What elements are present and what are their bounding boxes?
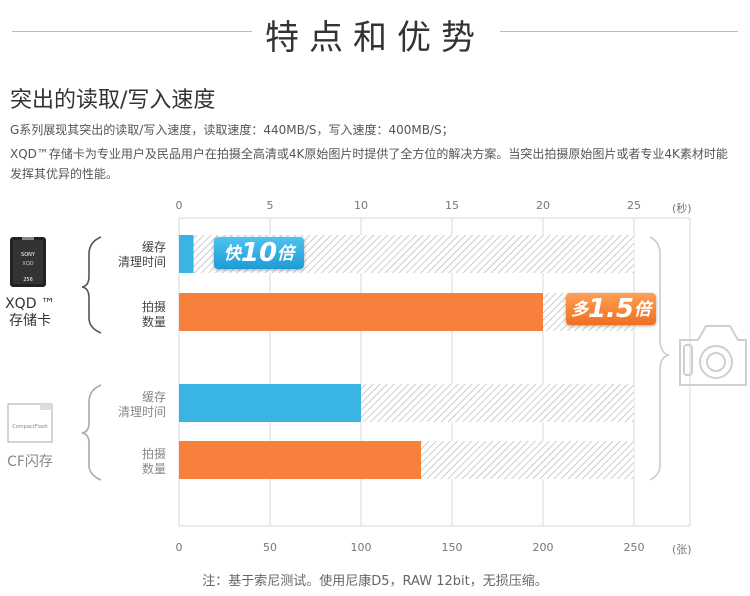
bar-0-1 xyxy=(179,293,543,331)
row-label-cf-shots-l2: 数量 xyxy=(141,462,166,476)
cf-group-label: CF闪存 xyxy=(7,454,53,470)
camera-icon xyxy=(679,325,747,386)
xqd-card-brand: SONY xyxy=(21,252,36,258)
top_axis-tick: 25 xyxy=(627,199,641,212)
top_axis-tick: 5 xyxy=(266,199,274,212)
top_axis-tick: 20 xyxy=(536,199,550,212)
footnote: 注：基于索尼测试。使用尼康D5，RAW 12bit，无损压缩。 xyxy=(202,574,548,589)
row-label-xqd-cache-l1: 缓存 xyxy=(141,240,166,254)
bottom_axis-tick: 0 xyxy=(175,541,183,554)
bottom_axis-tick: 250 xyxy=(623,541,645,554)
section-desc-line2: XQD™存储卡为专业用户及民品用户在拍摄全高清或4K原始图片时提供了全方位的解决… xyxy=(10,147,728,161)
badge-more: 多 1.5 倍 xyxy=(566,293,656,325)
page-title: 特点和优势 xyxy=(265,18,485,58)
cf-card-text: CompactFlash xyxy=(12,424,47,430)
xqd-card-icon: SONY XQD 256 xyxy=(10,237,46,287)
row-label-cf-cache-l1: 缓存 xyxy=(141,390,166,404)
badge-faster-post: 倍 xyxy=(277,244,295,264)
badge-more-value: 1.5 xyxy=(587,294,635,324)
row-label-cf-shots-l1: 拍摄 xyxy=(141,447,166,461)
top-axis-unit: (秒) xyxy=(672,202,692,215)
row-label-xqd-cache-l2: 清理时间 xyxy=(117,255,166,269)
xqd-bracket xyxy=(81,236,102,334)
row-label-cf-shots: 拍摄 数量 xyxy=(106,447,166,477)
badge-faster-value: 10 xyxy=(240,238,278,268)
row-label-xqd-shots-l1: 拍摄 xyxy=(141,300,166,314)
xqd-card-series: XQD xyxy=(22,261,33,267)
top_axis-tick: 10 xyxy=(354,199,368,212)
row-label-xqd-shots: 拍摄 数量 xyxy=(106,300,166,330)
bar-1-1 xyxy=(179,441,422,479)
camera-bracket xyxy=(649,236,671,481)
header-line-right xyxy=(500,31,738,32)
badge-faster-pre: 快 xyxy=(223,244,241,264)
badge-faster: 快 10 倍 xyxy=(214,237,304,269)
row-label-xqd-shots-l2: 数量 xyxy=(141,315,166,329)
bottom_axis-tick: 100 xyxy=(350,541,372,554)
xqd-card-capacity: 256 xyxy=(23,277,33,283)
badge-more-pre: 多 xyxy=(570,300,588,320)
bottom_axis-tick: 150 xyxy=(441,541,463,554)
bottom-axis-unit: (张) xyxy=(672,543,692,556)
top_axis-tick: 15 xyxy=(445,199,459,212)
section-title: 突出的读取/写入速度 xyxy=(10,88,216,113)
row-label-xqd-cache: 缓存 清理时间 xyxy=(106,240,166,270)
section-desc-line3: 发挥其优异的性能。 xyxy=(10,167,119,181)
bottom_axis-tick: 200 xyxy=(532,541,554,554)
top_axis-tick: 0 xyxy=(175,199,183,212)
section-desc-line1: G系列展现其突出的读取/写入速度，读取速度：440MB/S，写入速度：400MB… xyxy=(10,123,454,137)
row-label-cf-cache-l2: 清理时间 xyxy=(117,405,166,419)
xqd-group-label-l1: XQD ™ xyxy=(5,296,55,312)
bar-1-0 xyxy=(179,384,361,422)
xqd-group-label-l2: 存储卡 xyxy=(9,313,51,329)
row-label-cf-cache: 缓存 清理时间 xyxy=(106,390,166,420)
bottom_axis-tick: 50 xyxy=(263,541,277,554)
xqd-group-label: XQD ™ 存储卡 xyxy=(0,296,60,330)
bar-0-0 xyxy=(179,235,194,273)
cf-bracket xyxy=(81,384,102,481)
cf-card-icon: CompactFlash xyxy=(7,403,53,443)
badge-more-post: 倍 xyxy=(634,300,652,320)
header-line-left xyxy=(12,31,252,32)
